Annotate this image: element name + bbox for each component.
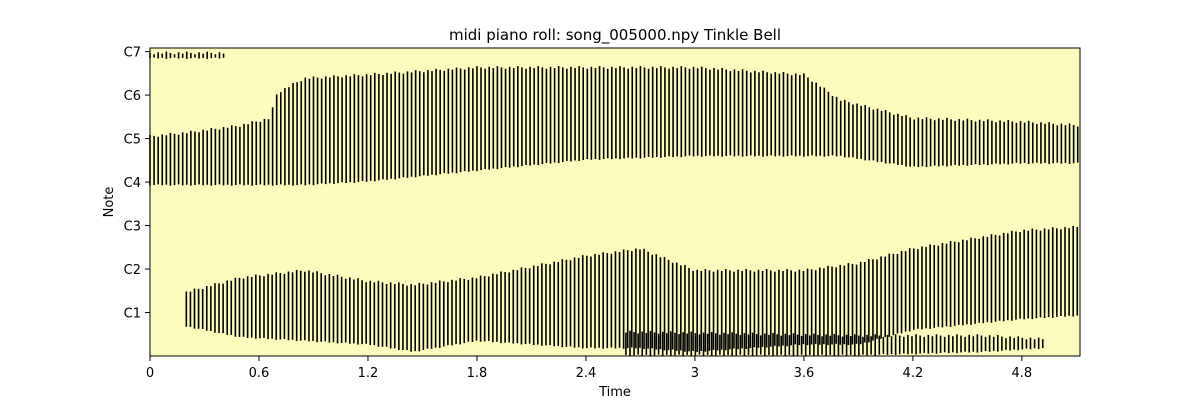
note-layer [149, 51, 1079, 356]
y-tick-label: C3 [124, 220, 141, 235]
y-axis: C1 C2 C3 C4 C5 C6 C7 [124, 46, 150, 322]
y-tick-label: C1 [124, 307, 141, 322]
x-axis: 0 0.6 1.2 1.8 2.4 3 3.6 4.2 4.8 [146, 356, 1032, 381]
y-tick-label: C6 [124, 89, 141, 104]
x-tick-label: 0.6 [249, 366, 270, 381]
x-tick-label: 1.8 [467, 366, 488, 381]
x-axis-label: Time [598, 385, 631, 400]
chart-title: midi piano roll: song_005000.npy Tinkle … [449, 26, 781, 45]
y-tick-label: C2 [124, 263, 141, 278]
x-tick-label: 4.2 [903, 366, 924, 381]
y-tick-label: C7 [124, 46, 141, 61]
x-tick-label: 0 [146, 366, 154, 381]
x-tick-label: 4.8 [1012, 366, 1033, 381]
y-tick-label: C4 [124, 176, 141, 191]
x-tick-label: 3.6 [794, 366, 815, 381]
y-tick-label: C5 [124, 133, 141, 148]
plot-frame [149, 47, 1081, 357]
y-axis-label: Note [102, 187, 117, 218]
x-tick-label: 3 [691, 366, 699, 381]
x-tick-label: 2.4 [576, 366, 597, 381]
x-tick-label: 1.2 [358, 366, 379, 381]
